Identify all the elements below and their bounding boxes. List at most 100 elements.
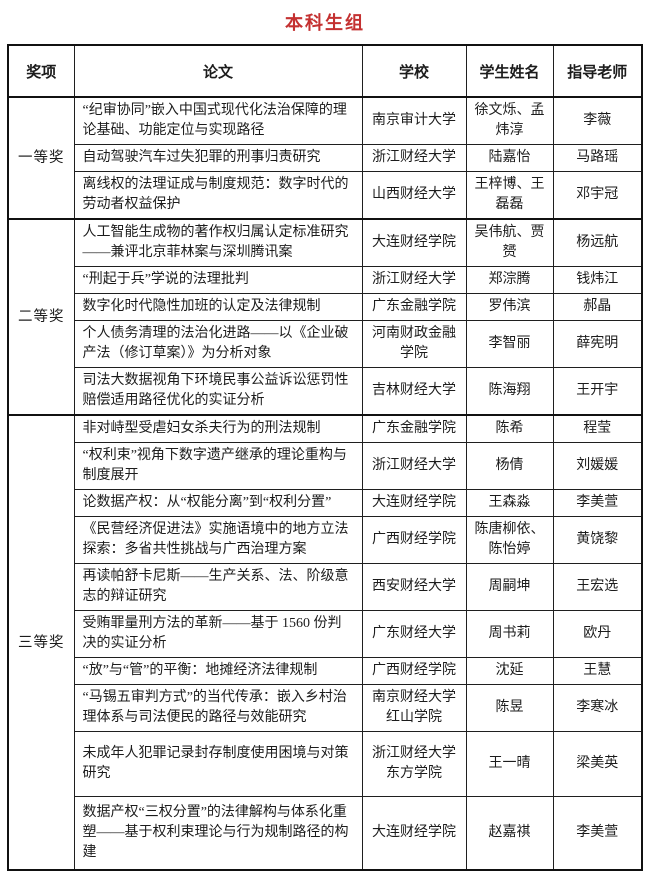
table-row: 自动驾驶汽车过失犯罪的刑事归责研究 浙江财经大学 陆嘉怡 马路瑶: [8, 144, 643, 172]
paper-cell: “纪审协同”嵌入中国式现代化法治保障的理论基础、功能定位与实现路径: [73, 96, 363, 145]
advisor-cell: 杨远航: [552, 218, 643, 267]
school-cell: 浙江财经大学东方学院: [361, 731, 467, 797]
advisor-cell: 李美萱: [552, 489, 643, 517]
students-cell: 陆嘉怡: [465, 144, 554, 172]
table-row: “刑起于兵”学说的法理批判 浙江财经大学 郑淙腾 钱炜江: [8, 266, 643, 294]
advisor-cell: 欧丹: [552, 610, 643, 658]
students-cell: 王一晴: [465, 731, 554, 797]
paper-cell: 数据产权“三权分置”的法律解构与体系化重塑——基于权利束理论与行为规制路径的构建: [73, 796, 363, 871]
students-cell: 王森淼: [465, 489, 554, 517]
advisor-cell: 李寒冰: [552, 684, 643, 732]
advisor-cell: 邓宇冠: [552, 171, 643, 220]
page-title: 本科生组: [285, 13, 365, 33]
students-cell: 徐文烁、孟炜淳: [465, 96, 554, 145]
paper-cell: “刑起于兵”学说的法理批判: [73, 266, 363, 294]
students-cell: 赵嘉祺: [465, 796, 554, 871]
students-cell: 陈希: [465, 414, 554, 443]
school-cell: 浙江财经大学: [361, 266, 467, 294]
table-row: “马锡五审判方式”的当代传承：嵌入乡村治理体系与司法便民的路径与效能研究 南京财经…: [8, 684, 643, 732]
students-cell: 李智丽: [465, 320, 554, 368]
school-cell: 南京审计大学: [361, 96, 467, 145]
advisor-cell: 王开宇: [552, 367, 643, 416]
school-cell: 广西财经学院: [361, 657, 467, 685]
page: 本科生组 奖项 论文 学校 学生姓名 指导老师 一等奖 “纪审协同”嵌入中国式现代…: [7, 13, 643, 871]
advisor-cell: 王宏选: [552, 563, 643, 611]
table-row: 未成年人犯罪记录封存制度使用困境与对策研究 浙江财经大学东方学院 王一晴 梁美英: [8, 731, 643, 797]
school-cell: 大连财经学院: [361, 796, 467, 871]
column-header-paper: 论文: [73, 44, 363, 98]
advisor-cell: 梁美英: [552, 731, 643, 797]
table-row: “放”与“管”的平衡：地摊经济法律规制 广西财经学院 沈延 王慧: [8, 657, 643, 685]
students-cell: 周嗣坤: [465, 563, 554, 611]
paper-cell: “权利束”视角下数字遗产继承的理论重构与制度展开: [73, 442, 363, 490]
school-cell: 浙江财经大学: [361, 442, 467, 490]
students-cell: 陈海翔: [465, 367, 554, 416]
advisor-cell: 李美萱: [552, 796, 643, 871]
header-row: 奖项 论文 学校 学生姓名 指导老师: [7, 44, 643, 98]
table-row: 《民营经济促进法》实施语境中的地方立法探索：多省共性挑战与广西治理方案 广西财经学…: [8, 516, 643, 564]
award-cell-first-prize: 一等奖: [7, 96, 75, 220]
school-cell: 吉林财经大学: [361, 367, 467, 416]
paper-cell: 《民营经济促进法》实施语境中的地方立法探索：多省共性挑战与广西治理方案: [73, 516, 363, 564]
school-cell: 广西财经学院: [361, 516, 467, 564]
table-row: 再读帕舒卡尼斯——生产关系、法、阶级意志的辩证研究 西安财经大学 周嗣坤 王宏选: [8, 563, 643, 611]
school-cell: 广东金融学院: [361, 293, 467, 321]
school-cell: 大连财经学院: [361, 489, 467, 517]
students-cell: 陈昱: [465, 684, 554, 732]
students-cell: 吴伟航、贾赟: [465, 218, 554, 267]
paper-cell: 非对峙型受虐妇女杀夫行为的刑法规制: [73, 414, 363, 443]
students-cell: 陈唐柳依、陈怡婷: [465, 516, 554, 564]
students-cell: 沈延: [465, 657, 554, 685]
column-header-students: 学生姓名: [465, 44, 554, 98]
school-cell: 浙江财经大学: [361, 144, 467, 172]
advisor-cell: 李薇: [552, 96, 643, 145]
award-cell-third-prize: 三等奖: [7, 414, 75, 871]
school-cell: 大连财经学院: [361, 218, 467, 267]
school-cell: 河南财政金融学院: [361, 320, 467, 368]
paper-cell: 离线权的法理证成与制度规范：数字时代的劳动者权益保护: [73, 171, 363, 220]
paper-cell: 自动驾驶汽车过失犯罪的刑事归责研究: [73, 144, 363, 172]
students-cell: 罗伟滨: [465, 293, 554, 321]
table-row: 个人债务清理的法治化进路——以《企业破产法（修订草案）》为分析对象 河南财政金融学…: [8, 320, 643, 368]
paper-cell: 再读帕舒卡尼斯——生产关系、法、阶级意志的辩证研究: [73, 563, 363, 611]
paper-cell: 个人债务清理的法治化进路——以《企业破产法（修订草案）》为分析对象: [73, 320, 363, 368]
advisor-cell: 薛宪明: [552, 320, 643, 368]
awards-table: 奖项 论文 学校 学生姓名 指导老师 一等奖 “纪审协同”嵌入中国式现代化法治保障…: [7, 44, 643, 871]
paper-cell: 司法大数据视角下环境民事公益诉讼惩罚性赔偿适用路径优化的实证分析: [73, 367, 363, 416]
paper-cell: 数字化时代隐性加班的认定及法律规制: [73, 293, 363, 321]
school-cell: 西安财经大学: [361, 563, 467, 611]
advisor-cell: 程莹: [552, 414, 643, 443]
table-row: 一等奖 “纪审协同”嵌入中国式现代化法治保障的理论基础、功能定位与实现路径 南京审计…: [7, 96, 643, 220]
table-row: 二等奖 人工智能生成物的著作权归属认定标准研究——兼评北京菲林案与深圳腾讯案 大连财…: [7, 218, 643, 416]
students-cell: 郑淙腾: [465, 266, 554, 294]
column-header-award: 奖项: [7, 44, 75, 98]
school-cell: 南京财经大学红山学院: [361, 684, 467, 732]
students-cell: 王梓博、王磊磊: [465, 171, 554, 220]
school-cell: 山西财经大学: [361, 171, 467, 220]
paper-cell: 论数据产权：从“权能分离”到“权利分置”: [73, 489, 363, 517]
award-cell-second-prize: 二等奖: [7, 218, 75, 416]
paper-cell: 未成年人犯罪记录封存制度使用困境与对策研究: [73, 731, 363, 797]
table-row: 三等奖 非对峙型受虐妇女杀夫行为的刑法规制 广东金融学院 陈希 程莹: [7, 414, 643, 871]
paper-cell: “马锡五审判方式”的当代传承：嵌入乡村治理体系与司法便民的路径与效能研究: [73, 684, 363, 732]
table-row: 数据产权“三权分置”的法律解构与体系化重塑——基于权利束理论与行为规制路径的构建…: [8, 796, 643, 871]
advisor-cell: 郝晶: [552, 293, 643, 321]
table-row: 受贿罪量刑方法的革新——基于 1560 份判决的实证分析 广东财经大学 周书莉 欧丹: [8, 610, 643, 658]
table-row: 论数据产权：从“权能分离”到“权利分置” 大连财经学院 王森淼 李美萱: [8, 489, 643, 517]
awards-table-body: 一等奖 “纪审协同”嵌入中国式现代化法治保障的理论基础、功能定位与实现路径 南京审计…: [7, 96, 643, 871]
paper-cell: 受贿罪量刑方法的革新——基于 1560 份判决的实证分析: [73, 610, 363, 658]
table-row: 司法大数据视角下环境民事公益诉讼惩罚性赔偿适用路径优化的实证分析 吉林财经大学 陈海…: [8, 367, 643, 416]
advisor-cell: 钱炜江: [552, 266, 643, 294]
paper-cell: “放”与“管”的平衡：地摊经济法律规制: [73, 657, 363, 685]
advisor-cell: 刘媛媛: [552, 442, 643, 490]
paper-cell: 人工智能生成物的著作权归属认定标准研究——兼评北京菲林案与深圳腾讯案: [73, 218, 363, 267]
table-row: 离线权的法理证成与制度规范：数字时代的劳动者权益保护 山西财经大学 王梓博、王磊磊邓…: [8, 171, 643, 220]
advisor-cell: 王慧: [552, 657, 643, 685]
table-row: 数字化时代隐性加班的认定及法律规制 广东金融学院 罗伟滨 郝晶: [8, 293, 643, 321]
advisor-cell: 黄饶黎: [552, 516, 643, 564]
students-cell: 杨倩: [465, 442, 554, 490]
school-cell: 广东金融学院: [361, 414, 467, 443]
table-header: 奖项 论文 学校 学生姓名 指导老师: [7, 44, 643, 98]
students-cell: 周书莉: [465, 610, 554, 658]
table-row: “权利束”视角下数字遗产继承的理论重构与制度展开 浙江财经大学 杨倩 刘媛媛: [8, 442, 643, 490]
